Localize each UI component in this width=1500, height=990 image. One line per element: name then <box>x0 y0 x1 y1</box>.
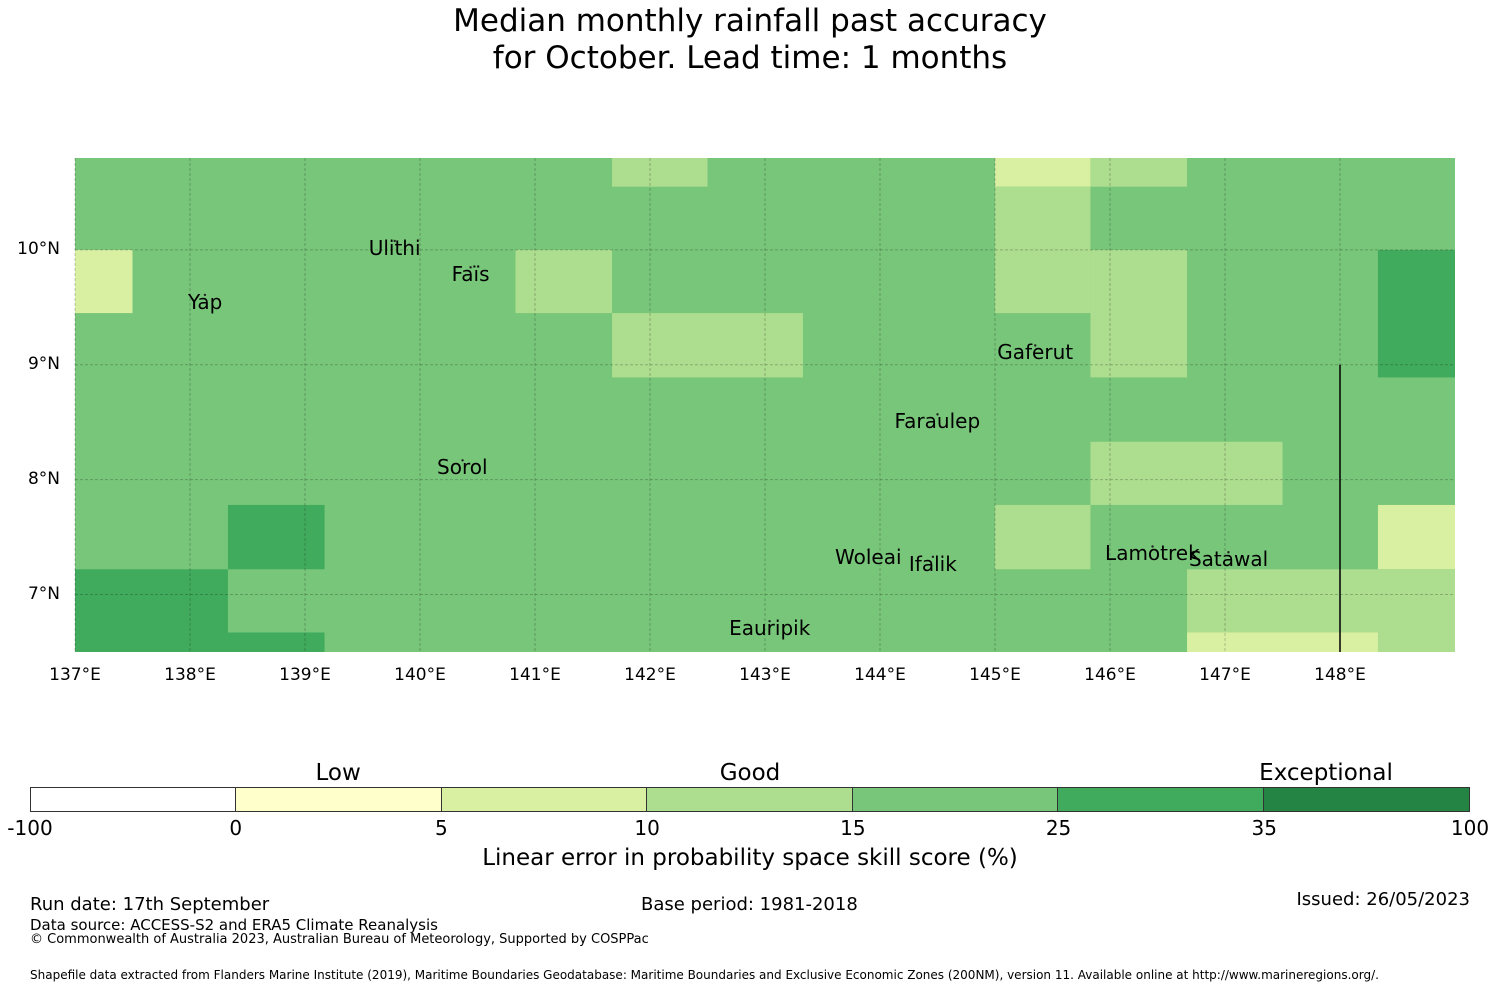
island-dot <box>1151 545 1154 548</box>
skill-cell-4 <box>995 158 1091 187</box>
lon-tick-label: 144°E <box>854 665 906 685</box>
skill-cell-7 <box>1090 249 1188 378</box>
lon-tick-label: 141°E <box>509 665 561 685</box>
island-dot <box>768 619 771 623</box>
place-label: Eauripik <box>729 616 811 641</box>
lon-tick-label: 139°E <box>279 665 331 685</box>
skill-cell-16 <box>75 569 228 652</box>
lat-tick-label: 9°N <box>27 353 60 374</box>
colorbar-segment <box>1058 788 1264 811</box>
colorbar-tick-label: -100 <box>7 816 53 840</box>
skill-cell-10 <box>995 504 1091 570</box>
lon-tick-label: 146°E <box>1084 665 1136 685</box>
place-label: Sorol <box>437 455 488 480</box>
lat-tick-label: 7°N <box>27 583 60 604</box>
island-dot <box>469 266 472 269</box>
island-dot <box>1227 551 1230 554</box>
colorbar-tick-label: 0 <box>229 816 243 840</box>
issued-date: Issued: 26/05/2023 <box>1296 889 1470 910</box>
colorbar-tick-label: 35 <box>1251 816 1278 840</box>
run-date: Run date: 17th September <box>30 894 270 915</box>
lon-tick-label: 140°E <box>394 665 446 685</box>
skill-cell-1 <box>515 249 613 314</box>
place-label: Woleai <box>835 544 902 569</box>
lon-tick-label: 148°E <box>1314 665 1366 685</box>
island-markers <box>203 239 1230 623</box>
lon-tick-label: 143°E <box>739 665 791 685</box>
skill-cell-11 <box>1377 504 1455 570</box>
colorbar-label: Linear error in probability space skill … <box>482 845 1018 871</box>
skill-cells <box>75 158 1455 652</box>
skill-cell-13 <box>1187 632 1378 652</box>
skill-cell-8 <box>1377 249 1455 378</box>
skill-cell-17 <box>227 632 325 652</box>
skill-cell-12 <box>1187 569 1455 633</box>
island-dot <box>936 413 939 416</box>
base-period: Base period: 1981-2018 <box>641 894 858 915</box>
island-dot <box>203 293 207 297</box>
colorbar-tick-label: 15 <box>840 816 866 840</box>
map-title-line-1: Median monthly rainfall past accuracy <box>453 3 1047 39</box>
colorbar-segment <box>852 788 1059 811</box>
colorbar-tick-label: 5 <box>435 816 448 840</box>
colorbar-segment <box>31 788 237 811</box>
place-label: Satawal <box>1188 547 1269 572</box>
place-label: Ulithi <box>368 235 421 260</box>
place-label: Faïs <box>451 262 490 287</box>
copyright-notice: © Commonwealth of Australia 2023, Austra… <box>30 932 649 947</box>
skill-cell-14 <box>1377 632 1455 652</box>
colorbar-segment <box>1263 788 1469 811</box>
lon-tick-label: 137°E <box>49 665 101 685</box>
island-dot <box>867 548 870 552</box>
island-dot <box>461 459 464 462</box>
skill-cell-6 <box>995 186 1091 314</box>
colorbar-segment <box>441 788 648 811</box>
place-label: Ifalik <box>908 551 957 576</box>
colorbar-segment <box>236 788 442 811</box>
skill-cell-2 <box>612 313 803 378</box>
colorbar-category-low: Low <box>315 760 361 786</box>
lon-tick-label: 138°E <box>164 665 216 685</box>
lon-tick-label: 145°E <box>969 665 1021 685</box>
lon-tick-label: 147°E <box>1199 665 1251 685</box>
colorbar-category-good: Good <box>719 760 781 786</box>
skill-cell-3 <box>612 158 708 187</box>
lon-tick-label: 142°E <box>624 665 676 685</box>
skill-cell-15 <box>227 504 325 570</box>
skill-cell-0 <box>75 249 133 314</box>
colorbar <box>30 787 1470 812</box>
colorbar-category-exceptional: Exceptional <box>1259 760 1393 786</box>
colorbar-tick-label: 100 <box>1450 816 1490 840</box>
skill-score-map <box>74 158 1455 652</box>
colorbar-tick-label: 25 <box>1045 816 1072 840</box>
place-label: Gaferut <box>997 340 1074 365</box>
data-source: Data source: ACCESS-S2 and ERA5 Climate … <box>30 916 438 934</box>
island-dot <box>931 555 935 559</box>
skill-cell-9 <box>1090 441 1283 505</box>
map-title-line-2: for October. Lead time: 1 months <box>492 40 1008 76</box>
place-label: Yap <box>187 289 223 314</box>
colorbar-segment <box>647 788 853 811</box>
lat-tick-label: 10°N <box>17 238 60 259</box>
lat-tick-label: 8°N <box>27 468 60 489</box>
place-label: Faraulep <box>894 409 981 434</box>
island-dot <box>393 239 396 243</box>
colorbar-tick-label: 10 <box>634 816 660 840</box>
island-dot <box>1034 344 1037 347</box>
shapefile-credit: Shapefile data extracted from Flanders M… <box>30 968 1379 982</box>
skill-cell-5 <box>1090 158 1188 187</box>
graticule <box>74 158 1455 652</box>
place-label: Lamotrek <box>1105 541 1200 566</box>
